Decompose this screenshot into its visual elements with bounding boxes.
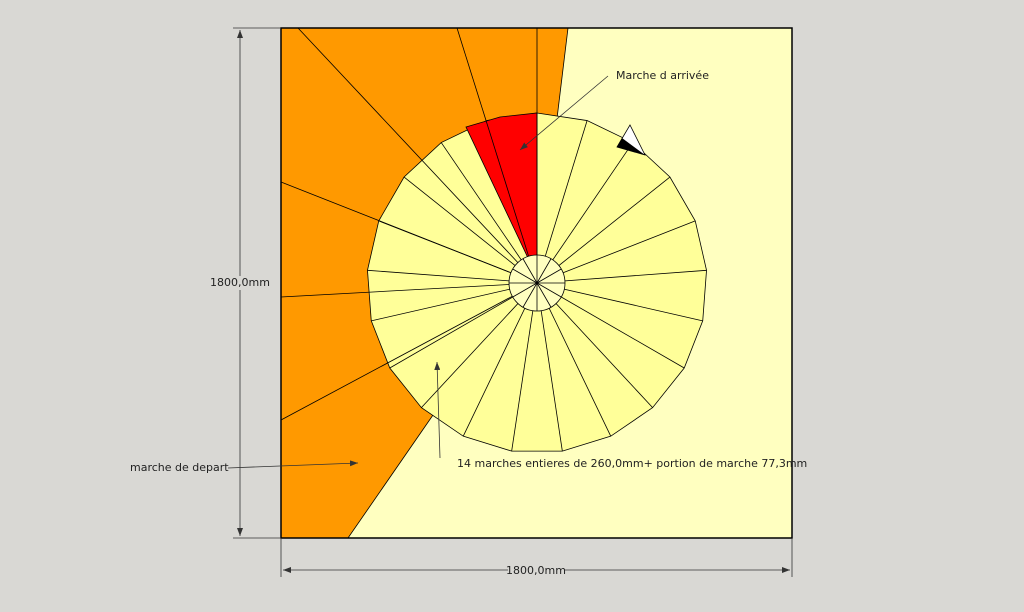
dimension-label: 1800,0mm (506, 564, 566, 577)
post-line (536, 282, 562, 298)
leaders (227, 75, 609, 469)
annotation: 14 marches entieres de 260,0mm+ portion … (457, 457, 807, 470)
post-line (536, 268, 562, 284)
post-line (536, 282, 552, 308)
direction-arrow-head (617, 138, 645, 155)
post-line (522, 258, 538, 284)
post-line (522, 282, 538, 308)
label-bg (508, 563, 564, 577)
square-outline (280, 27, 793, 539)
post-lines (509, 255, 565, 311)
annotation: Marche d arrivée (616, 69, 709, 82)
post-line (512, 282, 538, 298)
annotation: marche de depart (130, 461, 229, 474)
dimension-label: 1800,0mm (210, 276, 270, 289)
label-bg (212, 276, 268, 290)
edge-lines (280, 27, 538, 421)
post-line (512, 268, 538, 284)
post-line (536, 258, 552, 284)
